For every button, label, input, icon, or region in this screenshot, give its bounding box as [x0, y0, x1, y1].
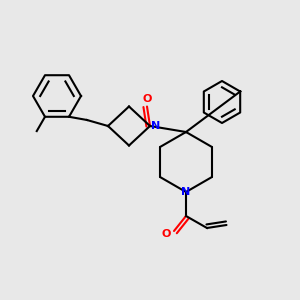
Text: O: O [142, 94, 152, 104]
Text: N: N [182, 187, 190, 197]
Text: O: O [162, 229, 171, 239]
Text: N: N [152, 121, 160, 131]
